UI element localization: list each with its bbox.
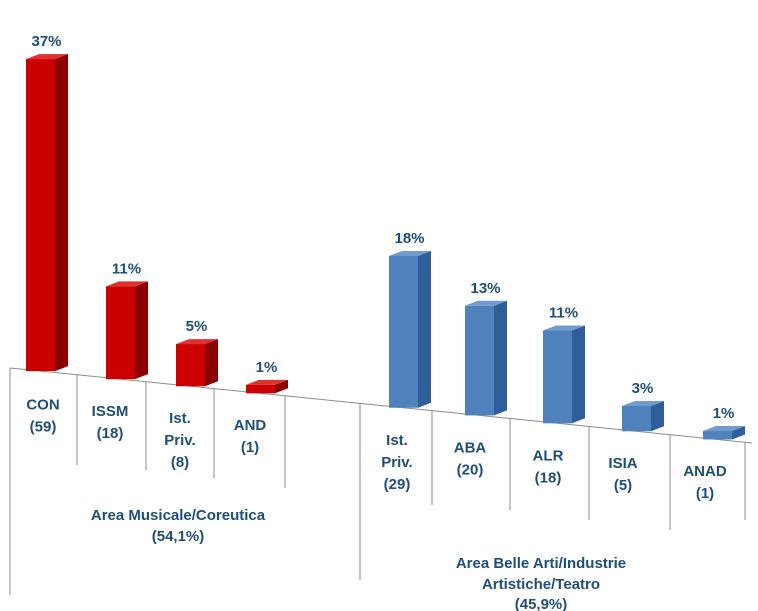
bar-side-face — [494, 300, 507, 416]
category-label: (1) — [241, 439, 259, 456]
group-label-arts-line1: Area Belle Arti/Industrie — [456, 555, 626, 572]
bar-arts-0 — [389, 250, 431, 408]
bar-top-face — [106, 281, 148, 287]
data-label: 11% — [112, 260, 141, 277]
bar-top-face — [26, 54, 68, 60]
category-label: (29) — [384, 476, 411, 493]
bar-side-face — [651, 400, 664, 432]
data-label: 3% — [632, 380, 654, 397]
bar-side-face — [418, 250, 431, 408]
bar-arts-1 — [465, 300, 507, 416]
data-label: 5% — [186, 318, 208, 335]
bar-front-face — [106, 286, 135, 380]
category-label: ISIA — [608, 455, 637, 472]
bar-front-face — [465, 305, 494, 416]
bar-front-face — [543, 330, 572, 424]
bar-music-0 — [26, 54, 68, 372]
bar-front-face — [26, 59, 55, 372]
category-label: Priv. — [164, 432, 195, 449]
bar-arts-2 — [543, 325, 585, 424]
category-label: ALR — [533, 447, 564, 464]
bar-top-face — [465, 300, 507, 306]
bar-side-face — [135, 281, 148, 380]
bar-music-2 — [176, 339, 218, 387]
group-share-music: (54,1%) — [152, 528, 205, 545]
category-label: Priv. — [381, 454, 412, 471]
group-share-arts: (45,9%) — [515, 596, 568, 611]
group-label-music: Area Musicale/Coreutica — [91, 507, 266, 524]
category-label: (1) — [696, 485, 714, 502]
category-label: (8) — [171, 454, 189, 471]
data-label: 1% — [256, 359, 278, 376]
data-label: 37% — [31, 33, 61, 50]
bar-top-face — [543, 325, 585, 331]
bar-arts-4 — [703, 426, 745, 440]
category-label: Ist. — [169, 410, 191, 427]
bar-music-1 — [106, 281, 148, 380]
bar-side-face — [55, 54, 68, 372]
category-label: ANAD — [683, 463, 726, 480]
bar-top-face — [622, 400, 664, 406]
category-label: Ist. — [386, 432, 408, 449]
bar-top-face — [703, 426, 745, 432]
bar-front-face — [622, 405, 651, 432]
data-label: 18% — [394, 230, 424, 247]
bar-front-face — [703, 431, 732, 440]
bar-front-face — [389, 255, 418, 408]
bar-top-face — [389, 250, 431, 256]
category-label: (20) — [457, 461, 484, 478]
bar-arts-3 — [622, 400, 664, 432]
category-label: AND — [234, 417, 267, 434]
category-label: CON — [26, 396, 59, 413]
bar-music-3 — [246, 379, 288, 394]
bar-side-face — [572, 325, 585, 424]
data-label: 11% — [549, 305, 578, 322]
bar-front-face — [176, 344, 205, 387]
category-label: (5) — [614, 477, 632, 494]
group-label-arts-line2: Artistiche/Teatro — [482, 576, 600, 593]
bar-side-face — [275, 379, 288, 394]
category-label: ISSM — [92, 403, 129, 420]
category-label: ABA — [454, 439, 487, 456]
bar-side-face — [732, 426, 745, 440]
data-label: 1% — [713, 405, 735, 422]
data-label: 13% — [470, 280, 500, 297]
bar-top-face — [176, 339, 218, 345]
category-label: (18) — [97, 425, 124, 442]
bar-side-face — [205, 339, 218, 387]
bar-front-face — [246, 384, 275, 394]
category-label: (59) — [30, 418, 57, 435]
bar-top-face — [246, 379, 288, 385]
category-label: (18) — [535, 469, 562, 486]
